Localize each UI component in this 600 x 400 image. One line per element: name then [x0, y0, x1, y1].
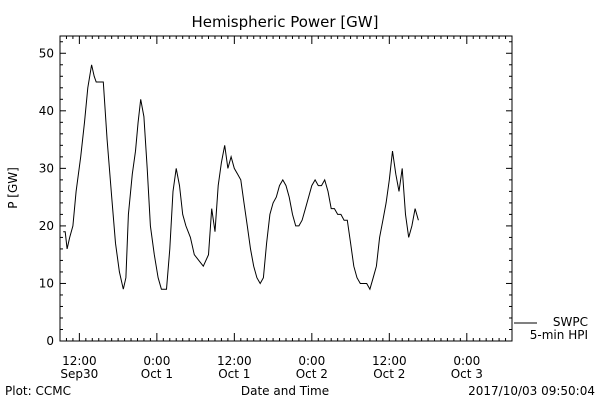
x-tick-date-label: Oct 3	[451, 367, 483, 381]
x-axis-label: Date and Time	[241, 384, 329, 398]
x-tick-time-label: 12:00	[62, 354, 97, 368]
x-tick-date-label: Oct 1	[141, 367, 173, 381]
x-tick-time-label: 12:00	[217, 354, 252, 368]
x-tick-time-label: 0:00	[298, 354, 325, 368]
x-tick-date-label: Oct 2	[373, 367, 405, 381]
series-line-5-min-hpi	[63, 64, 419, 291]
y-axis-ticks: 0 10 20 30 40 50	[39, 41, 512, 348]
x-tick-date-label: Oct 2	[296, 367, 328, 381]
y-tick-label: 0	[46, 334, 54, 348]
y-tick-label: 50	[39, 46, 54, 60]
legend: SWPC 5-min HPI	[514, 315, 588, 342]
y-tick-label: 40	[39, 104, 54, 118]
y-axis-label: P [GW]	[6, 167, 20, 209]
x-tick-date-label: Oct 1	[218, 367, 250, 381]
legend-series-label: 5-min HPI	[530, 328, 588, 342]
chart-title: Hemispheric Power [GW]	[192, 13, 379, 31]
x-tick-time-label: 0:00	[453, 354, 480, 368]
plot-timestamp: 2017/10/03 09:50:04	[468, 384, 595, 398]
x-tick-time-label: 12:00	[372, 354, 407, 368]
y-tick-label: 10	[39, 276, 54, 290]
y-tick-label: 20	[39, 219, 54, 233]
plot-source-label: Plot: CCMC	[5, 384, 71, 398]
legend-source-label: SWPC	[553, 315, 588, 329]
y-tick-label: 30	[39, 161, 54, 175]
x-tick-time-label: 0:00	[143, 354, 170, 368]
x-tick-date-label: Sep30	[60, 367, 98, 381]
plot-area-frame	[59, 35, 513, 342]
